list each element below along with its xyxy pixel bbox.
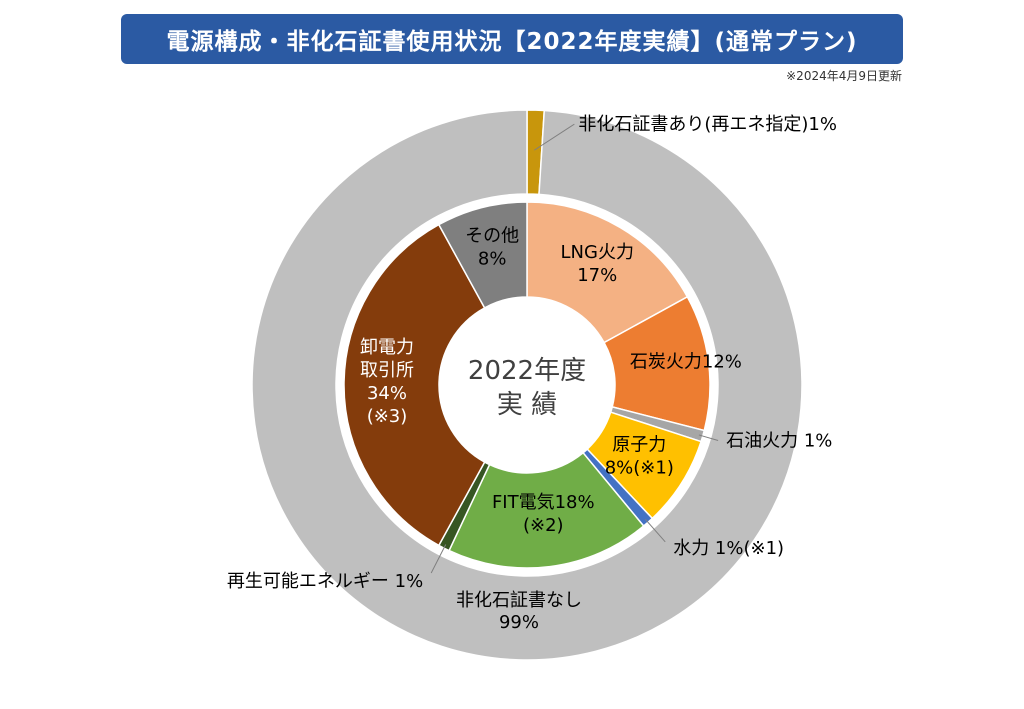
updated-date: ※2024年4月9日更新 — [786, 69, 902, 83]
inner-label-slice-7: 卸電力取引所 34% (※3) — [360, 337, 414, 427]
inner-label-slice-0: LNG火力 17% — [561, 242, 634, 286]
inner-label-slice-1: 石炭火力12% — [630, 351, 742, 372]
outer-label-slice-1: 非化石証書なし 99% — [456, 590, 582, 633]
outer-label-slice-0: 非化石証書あり(再エネ指定)1% — [578, 114, 837, 135]
chart-title: 電源構成・非化石証書使用状況【2022年度実績】(通常プラン) — [121, 14, 903, 64]
inner-label-slice-6: 再生可能エネルギー 1% — [227, 571, 423, 592]
inner-label-slice-2: 石油火力 1% — [726, 431, 832, 452]
center-hole — [439, 297, 615, 473]
center-label: 2022年度実 績 — [468, 356, 586, 420]
leader-line-renewable — [430, 544, 447, 574]
leader-line-certificate — [534, 123, 575, 151]
leader-line-oil — [698, 434, 719, 441]
inner-label-slice-8: その他 8% — [465, 225, 519, 269]
leader-line-hydro — [644, 518, 666, 543]
outer-ring-slice-1 — [251, 109, 803, 661]
inner-label-slice-4: 水力 1%(※1) — [673, 538, 784, 559]
inner-label-slice-5: FIT電気18% (※2) — [492, 492, 595, 536]
inner-label-slice-3: 原子力 8%(※1) — [605, 434, 674, 478]
